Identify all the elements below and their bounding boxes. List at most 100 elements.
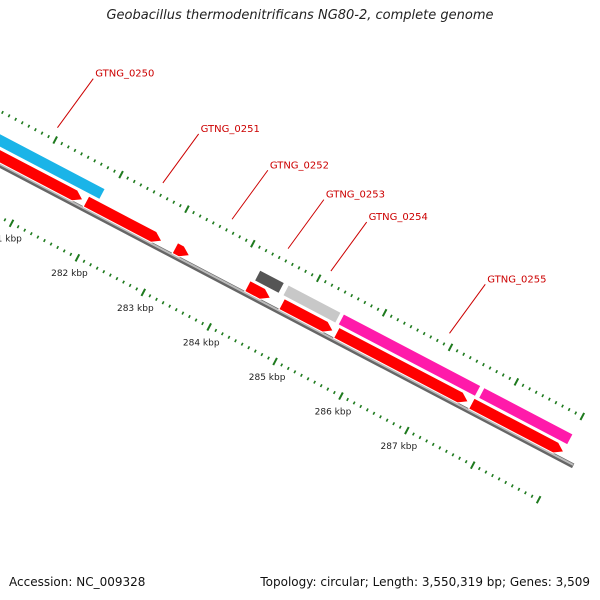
feature-gtng-0250 [0,133,106,201]
feature-gtng-0253 [253,269,286,295]
feature-segment-7 [278,298,334,333]
scale-label-284-kbp: 284 kbp [183,338,220,348]
inner-tick-minor [491,473,494,478]
outer-tick-minor [554,400,558,405]
outer-tick-minor [429,335,433,339]
outer-tick-major [118,170,124,179]
inner-tick-minor [247,345,251,350]
inner-tick-minor [524,491,527,495]
outer-tick-minor [86,155,90,160]
label-gtng-0253: GTNG_0253 [326,190,385,201]
inner-tick-major [8,219,15,228]
outer-tick-major [315,274,322,283]
outer-tick-minor [47,134,50,139]
feature-track [0,133,574,454]
outer-tick-minor [27,124,31,128]
outer-tick-minor [482,362,485,367]
inner-tick-minor [464,459,468,464]
genome-summary: Topology: circular; Length: 3,550,319 bp… [260,575,590,589]
inner-tick-minor [438,446,442,450]
inner-tick-major [470,461,476,470]
inner-tick-minor [148,294,152,298]
label-gtng-0252: GTNG_0252 [270,160,329,171]
outer-tick-minor [323,280,327,284]
inner-tick-minor [346,397,349,402]
outer-tick-minor [521,383,525,388]
inner-tick-minor [530,494,534,498]
outer-tick-minor [462,352,466,356]
leader-gtng-0252 [231,169,269,220]
scale-label-282-kbp: 282 kbp [51,269,88,279]
outer-tick-major [184,205,190,214]
inner-tick-minor [201,321,205,326]
inner-tick-minor [359,404,363,409]
inner-tick-minor [194,318,198,322]
inner-tick-major [74,253,81,262]
inner-tick-minor [95,266,99,270]
outer-tick-minor [231,231,235,236]
inner-tick-minor [477,466,481,471]
inner-tick-major [272,357,278,366]
outer-tick-minor [211,221,215,225]
inner-tick-major [206,322,212,331]
inner-tick-minor [220,332,224,336]
outer-tick-major [579,412,586,421]
inner-tick-minor [16,225,20,229]
outer-tick-minor [244,238,248,242]
outer-tick-minor [198,214,202,218]
feature-segment-10 [477,386,574,446]
outer-tick-minor [178,203,182,208]
inner-tick-minor [372,411,376,416]
inner-tick-minor [398,425,402,429]
outer-tick-minor [416,328,419,332]
outer-tick-minor [73,148,77,153]
outer-tick-minor [238,235,242,239]
inner-tick-major [404,426,410,435]
backbone-highlight [0,163,574,466]
scale-label-287-kbp: 287 kbp [381,442,418,452]
inner-tick-major [140,288,147,297]
inner-tick-minor [412,432,415,436]
outer-tick-minor [60,141,64,146]
outer-tick-minor [363,300,367,305]
outer-tick-minor [139,183,143,187]
inner-tick-minor [286,366,290,371]
inner-tick-minor [227,335,231,340]
outer-tick-major [250,239,256,248]
outer-tick-minor [435,338,439,343]
leader-gtng-0253 [287,199,325,249]
inner-tick-minor [352,401,356,405]
leader-gtng-0254 [330,221,368,272]
inner-tick-minor [510,484,514,488]
outer-tick-minor [271,252,275,256]
feature-segment-2 [82,195,163,243]
inner-tick-minor [458,456,461,460]
scale-label-281-kbp: 281 kbp [0,235,22,245]
outer-tick-minor [475,359,479,363]
outer-tick-minor [304,269,307,274]
outer-tick-minor [113,169,116,173]
inner-tick-minor [89,263,92,267]
outer-tick-minor [376,307,380,312]
inner-tick-minor [365,408,369,412]
inner-tick-major [338,392,344,401]
label-gtng-0254: GTNG_0254 [369,212,428,223]
outer-tick-minor [146,186,149,191]
outer-tick-minor [547,397,551,401]
feature-gtng-0251 [0,148,84,202]
inner-tick-minor [300,373,303,378]
inner-tick-minor [517,487,521,492]
outer-tick-minor [192,210,195,215]
outer-tick-minor [132,179,136,184]
outer-tick-minor [297,266,301,270]
outer-tick-minor [534,390,538,394]
outer-tick-minor [172,200,176,204]
outer-tick-minor [205,217,209,222]
outer-tick-minor [126,176,130,180]
inner-tick-minor [214,328,218,333]
outer-tick-minor [343,290,347,294]
outer-tick-minor [80,152,83,156]
leader-gtng-0255 [449,283,486,334]
inner-tick-minor [418,435,422,440]
map-title: Geobacillus thermodenitrificans NG80-2, … [106,8,494,23]
